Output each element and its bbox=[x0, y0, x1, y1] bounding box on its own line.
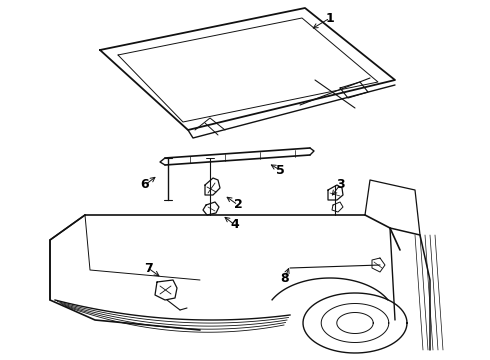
Text: 8: 8 bbox=[281, 271, 289, 284]
Text: 4: 4 bbox=[231, 219, 240, 231]
Text: 6: 6 bbox=[141, 179, 149, 192]
Text: 1: 1 bbox=[326, 12, 334, 24]
Text: 2: 2 bbox=[234, 198, 243, 211]
Text: 3: 3 bbox=[336, 179, 344, 192]
Text: 5: 5 bbox=[275, 163, 284, 176]
Text: 7: 7 bbox=[144, 261, 152, 274]
